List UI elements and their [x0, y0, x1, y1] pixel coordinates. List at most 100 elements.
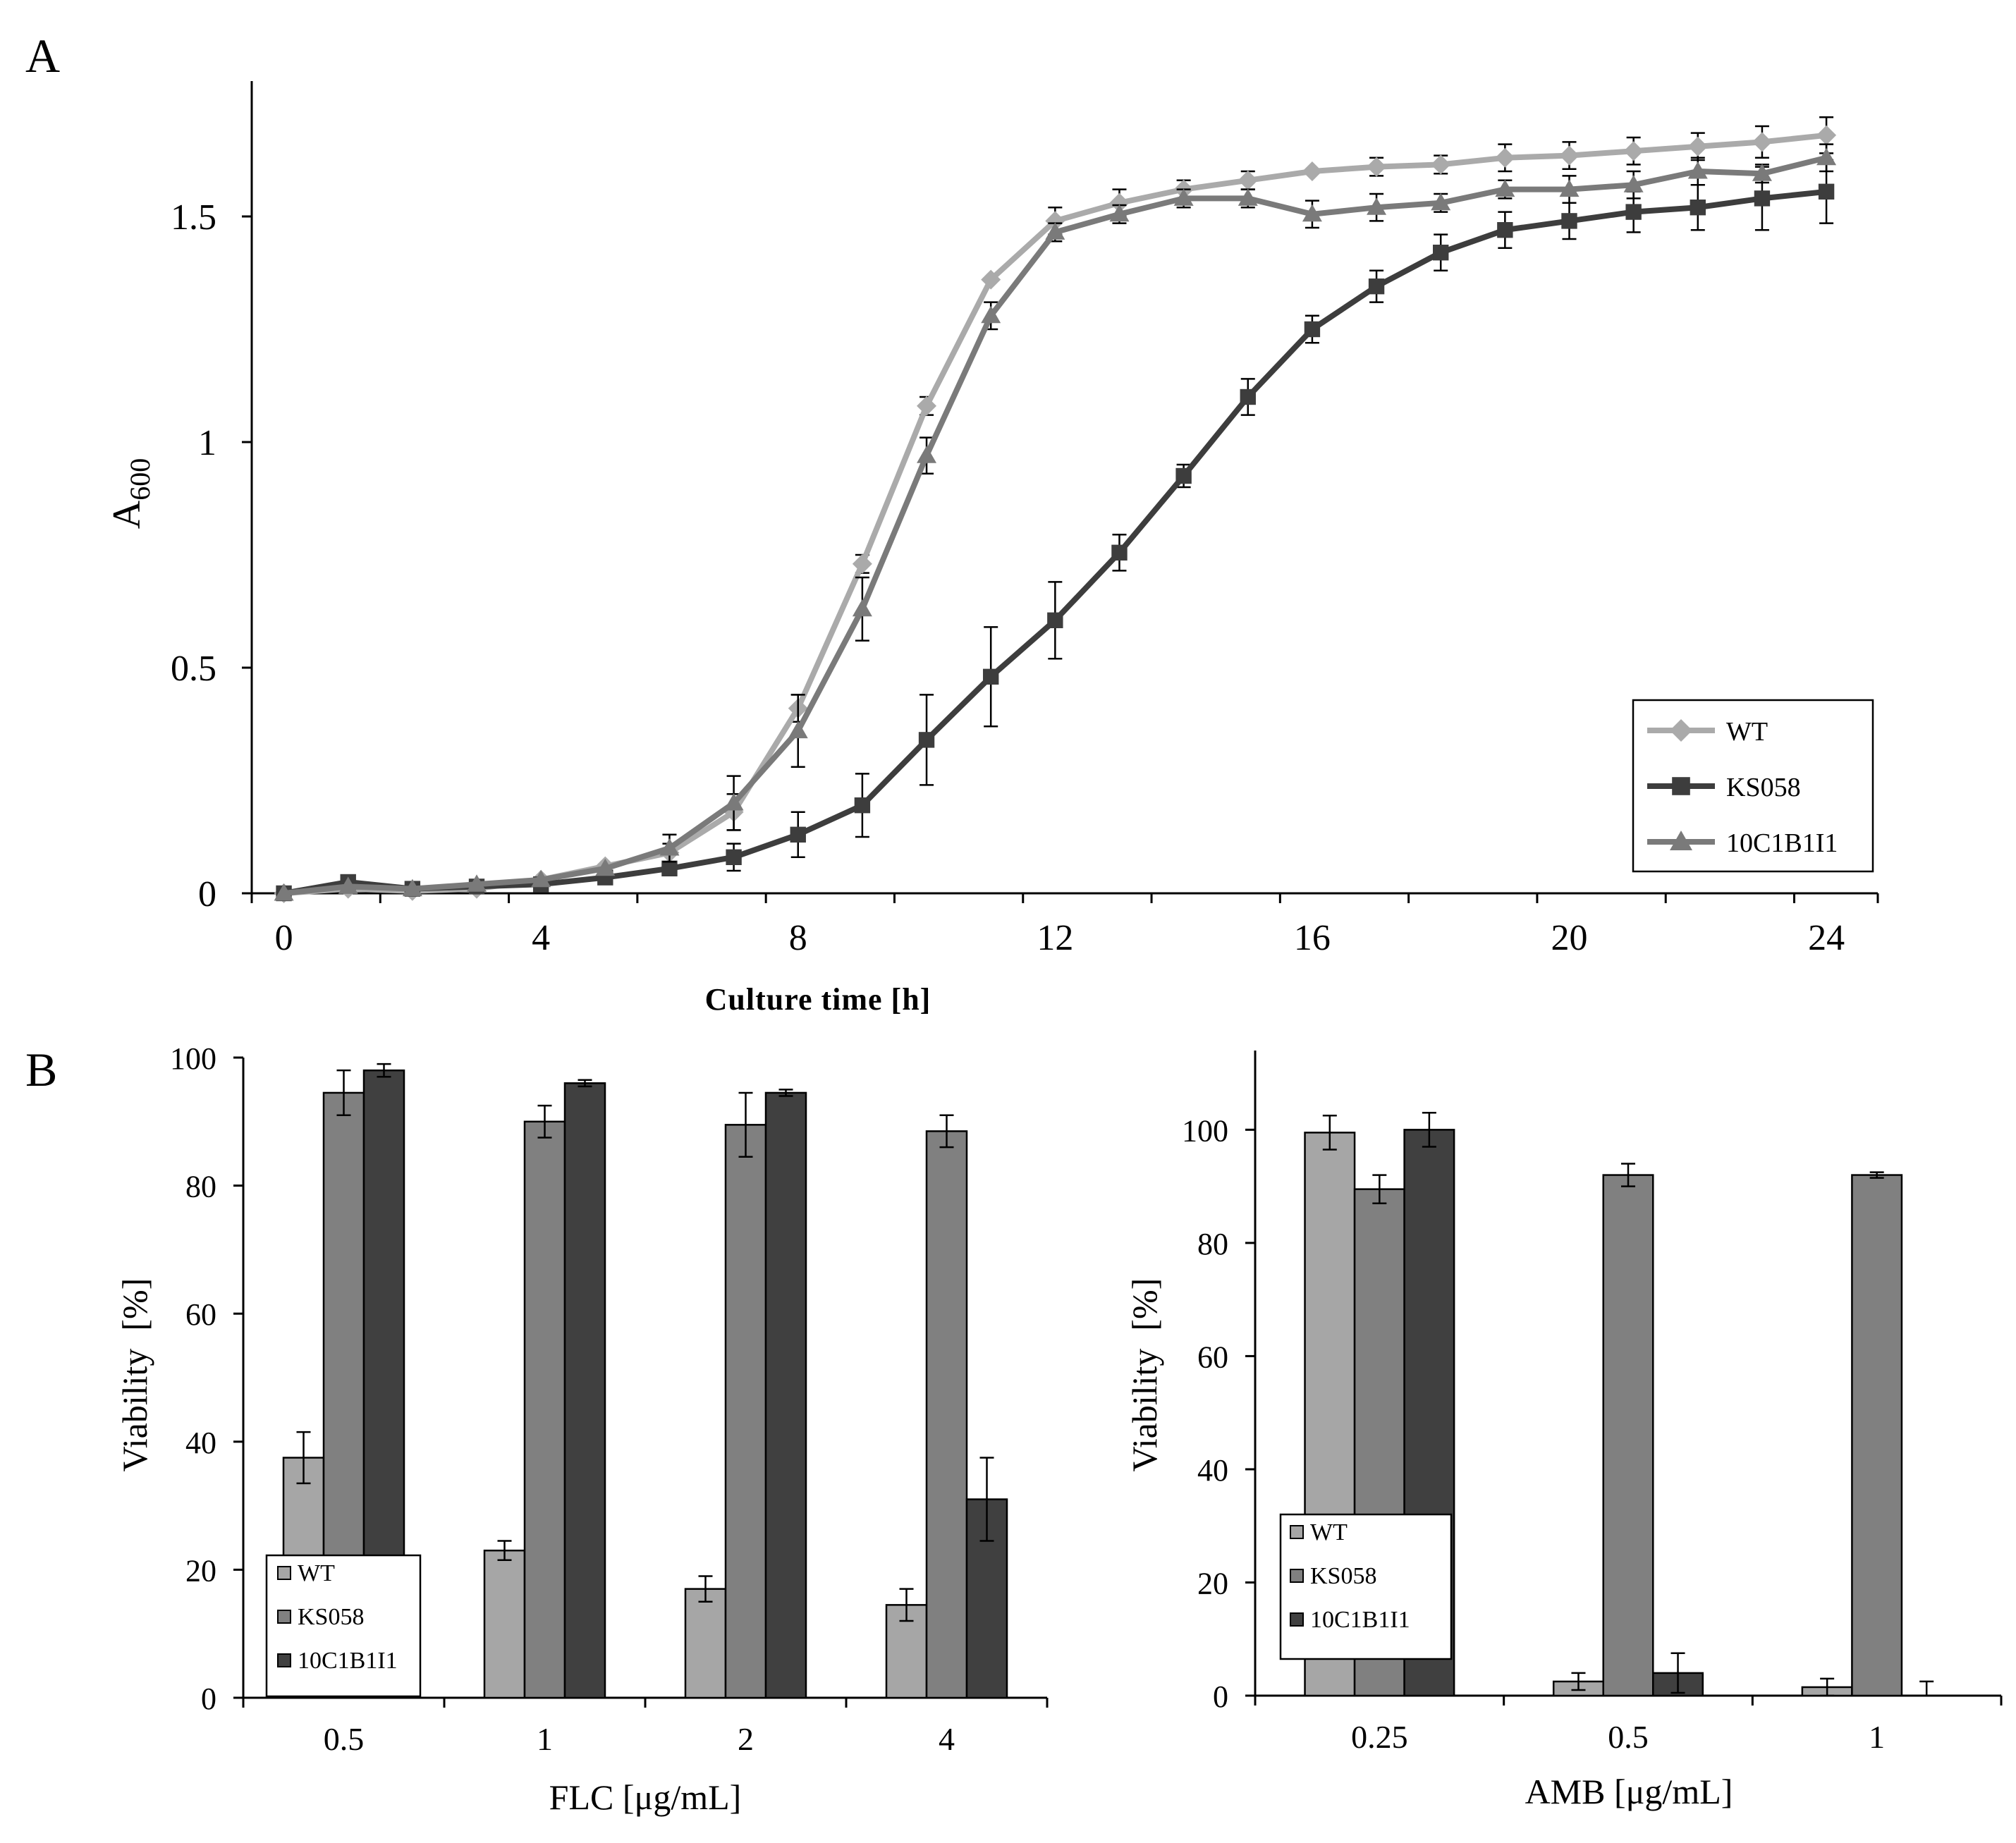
- data-point: [1302, 161, 1322, 181]
- flc-viability-chart: 0 20 40 60 80 100 0.5 1 2 4 FLC [μg/mL] Viability…: [115, 1041, 1049, 1817]
- data-point: [1690, 200, 1706, 216]
- data-point: [1240, 388, 1256, 405]
- legend-swatch: [277, 1653, 291, 1667]
- bar: [1851, 1174, 1903, 1697]
- legend-marker: [1670, 719, 1692, 742]
- line-chart-legend-entries: [1647, 719, 1715, 850]
- legend-swatch: [277, 1566, 291, 1580]
- x-tick-label: 1: [537, 1721, 553, 1757]
- x-tick-label: 0.25: [1351, 1719, 1408, 1755]
- legend-marker: [1672, 777, 1690, 795]
- y-tick-label: 60: [185, 1297, 216, 1332]
- flc-x-axis-label: FLC [μg/mL]: [549, 1777, 742, 1817]
- data-point: [1495, 147, 1515, 168]
- y-tick-label: 40: [185, 1426, 216, 1460]
- y-tick-label: 0: [1213, 1679, 1228, 1714]
- y-tick-label: 80: [185, 1170, 216, 1204]
- data-point: [1047, 612, 1063, 628]
- data-point: [1497, 222, 1513, 238]
- legend-label-wt: WT: [1726, 717, 1768, 747]
- x-tick-label: 0: [275, 918, 293, 958]
- data-point: [1045, 222, 1065, 240]
- amb-legend-label-wt: WT: [1310, 1519, 1348, 1545]
- data-point: [1818, 183, 1835, 200]
- amb-legend-swatches: [1290, 1525, 1304, 1627]
- data-point: [790, 826, 806, 843]
- y-tick-label: 80: [1197, 1227, 1228, 1261]
- data-point: [1431, 154, 1451, 175]
- data-point: [1495, 179, 1515, 197]
- data-point: [1559, 145, 1580, 166]
- panel-label-a: A: [25, 29, 60, 82]
- data-point: [788, 721, 808, 739]
- data-point: [1238, 188, 1258, 206]
- data-point: [402, 878, 422, 897]
- bar: [1602, 1174, 1654, 1697]
- panel-label-b: B: [25, 1043, 57, 1096]
- data-point: [1816, 147, 1837, 166]
- flc-legend-swatches: [277, 1566, 291, 1667]
- data-point: [1367, 157, 1387, 177]
- amb-legend-label-ks058: KS058: [1310, 1563, 1376, 1589]
- bar: [563, 1082, 606, 1699]
- x-tick-label: 12: [1037, 918, 1073, 958]
- growth-curve-chart: 0 0.5 1 1.5 0 4 8 12 16 20 24 Culture time [h] A60…: [105, 81, 1879, 1017]
- y-tick-label: 40: [1197, 1453, 1228, 1488]
- bar: [523, 1120, 566, 1699]
- data-point: [1623, 141, 1644, 161]
- amb-chart-ticks: 0 20 40 60 80 100 0.25 0.5 1: [1182, 1113, 2003, 1755]
- y-tick-label: 1: [198, 423, 216, 463]
- legend-label-ks058: KS058: [1726, 773, 1801, 802]
- amb-y-axis-label: Viability [%]: [1125, 1278, 1164, 1472]
- data-point: [852, 553, 872, 574]
- legend-swatch: [1290, 1569, 1304, 1583]
- y-tick-label: 0.5: [171, 649, 216, 689]
- x-tick-label: 24: [1808, 918, 1845, 958]
- legend-marker: [1670, 831, 1692, 850]
- flc-y-axis-label: Viability [%]: [115, 1278, 154, 1472]
- x-tick-label: 4: [939, 1721, 955, 1757]
- bar: [764, 1091, 807, 1699]
- y-tick-label: 20: [1197, 1566, 1228, 1600]
- data-point: [854, 797, 871, 814]
- x-tick-label: 0.5: [324, 1721, 365, 1757]
- x-tick-label: 8: [789, 918, 807, 958]
- data-point: [852, 599, 872, 617]
- flc-legend: WT KS058 10C1B1I1: [265, 1554, 422, 1698]
- y-tick-label: 0: [198, 874, 216, 914]
- y-tick-label: 1.5: [171, 197, 216, 238]
- data-point: [1175, 467, 1192, 484]
- data-point: [1752, 132, 1772, 152]
- data-point: [1045, 211, 1065, 231]
- line-chart-y-axis-label: A600: [105, 458, 156, 529]
- x-tick-label: 4: [532, 918, 550, 958]
- data-point: [1368, 278, 1385, 295]
- data-point: [981, 269, 1001, 290]
- data-point: [1687, 161, 1708, 179]
- flc-legend-label-10c1b1i1: 10C1B1I1: [298, 1648, 398, 1674]
- flc-legend-label-wt: WT: [298, 1560, 335, 1586]
- x-tick-label: 0.5: [1608, 1719, 1649, 1755]
- data-point: [1367, 197, 1387, 215]
- x-tick-label: 1: [1869, 1719, 1885, 1755]
- data-point: [595, 858, 616, 876]
- data-point: [531, 869, 551, 888]
- amb-viability-chart: 0 20 40 60 80 100 0.25 0.5 1 AMB [μg/mL] Viabili…: [1125, 1051, 2003, 1811]
- legend-swatch: [277, 1610, 291, 1624]
- bar: [925, 1130, 968, 1699]
- bar: [724, 1124, 767, 1699]
- y-tick-label: 0: [201, 1682, 216, 1716]
- data-point: [274, 883, 294, 901]
- series-10c1b1i1: [274, 143, 1837, 901]
- data-point: [1111, 544, 1128, 561]
- bar: [483, 1549, 526, 1699]
- flc-chart-ticks: 0 20 40 60 80 100 0.5 1 2 4: [170, 1041, 1049, 1757]
- data-point: [661, 860, 678, 876]
- data-point: [1109, 192, 1130, 213]
- legend-swatch: [1290, 1525, 1304, 1539]
- y-tick-label: 20: [185, 1553, 216, 1588]
- data-point: [1302, 204, 1322, 222]
- flc-legend-label-ks058: KS058: [298, 1604, 364, 1630]
- data-point: [1173, 188, 1194, 206]
